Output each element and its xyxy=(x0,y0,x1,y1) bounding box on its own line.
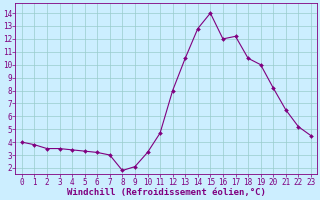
X-axis label: Windchill (Refroidissement éolien,°C): Windchill (Refroidissement éolien,°C) xyxy=(67,188,266,197)
